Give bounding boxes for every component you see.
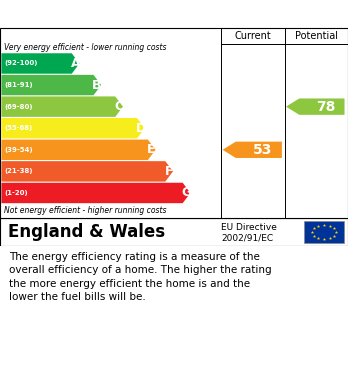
Text: Potential: Potential	[295, 31, 338, 41]
Text: D: D	[135, 122, 145, 135]
Polygon shape	[1, 161, 173, 181]
Text: (69-80): (69-80)	[5, 104, 33, 109]
Text: Energy Efficiency Rating: Energy Efficiency Rating	[9, 7, 219, 22]
Text: (81-91): (81-91)	[5, 82, 33, 88]
Text: E: E	[147, 143, 156, 156]
Text: 2002/91/EC: 2002/91/EC	[221, 233, 273, 242]
Text: A: A	[70, 57, 80, 70]
Bar	[304, 221, 344, 244]
Text: The energy efficiency rating is a measure of the
overall efficiency of a home. T: The energy efficiency rating is a measur…	[9, 252, 271, 302]
Polygon shape	[1, 183, 190, 203]
Text: (92-100): (92-100)	[5, 61, 38, 66]
Polygon shape	[1, 53, 79, 74]
Polygon shape	[1, 118, 145, 138]
Text: F: F	[165, 165, 173, 178]
Text: (21-38): (21-38)	[5, 169, 33, 174]
Text: (1-20): (1-20)	[5, 190, 29, 196]
Polygon shape	[1, 97, 123, 117]
Text: 78: 78	[316, 100, 335, 114]
Polygon shape	[1, 140, 156, 160]
Text: Not energy efficient - higher running costs: Not energy efficient - higher running co…	[4, 206, 167, 215]
Text: B: B	[92, 79, 102, 91]
Text: Very energy efficient - lower running costs: Very energy efficient - lower running co…	[4, 43, 167, 52]
Text: England & Wales: England & Wales	[8, 223, 165, 241]
Polygon shape	[286, 99, 345, 115]
Text: Current: Current	[235, 31, 271, 41]
Text: C: C	[114, 100, 123, 113]
Text: 53: 53	[253, 143, 272, 157]
Polygon shape	[1, 75, 101, 95]
Text: G: G	[181, 187, 191, 199]
Text: (55-68): (55-68)	[5, 125, 33, 131]
Text: (39-54): (39-54)	[5, 147, 33, 153]
Polygon shape	[223, 142, 282, 158]
Text: EU Directive: EU Directive	[221, 223, 277, 232]
